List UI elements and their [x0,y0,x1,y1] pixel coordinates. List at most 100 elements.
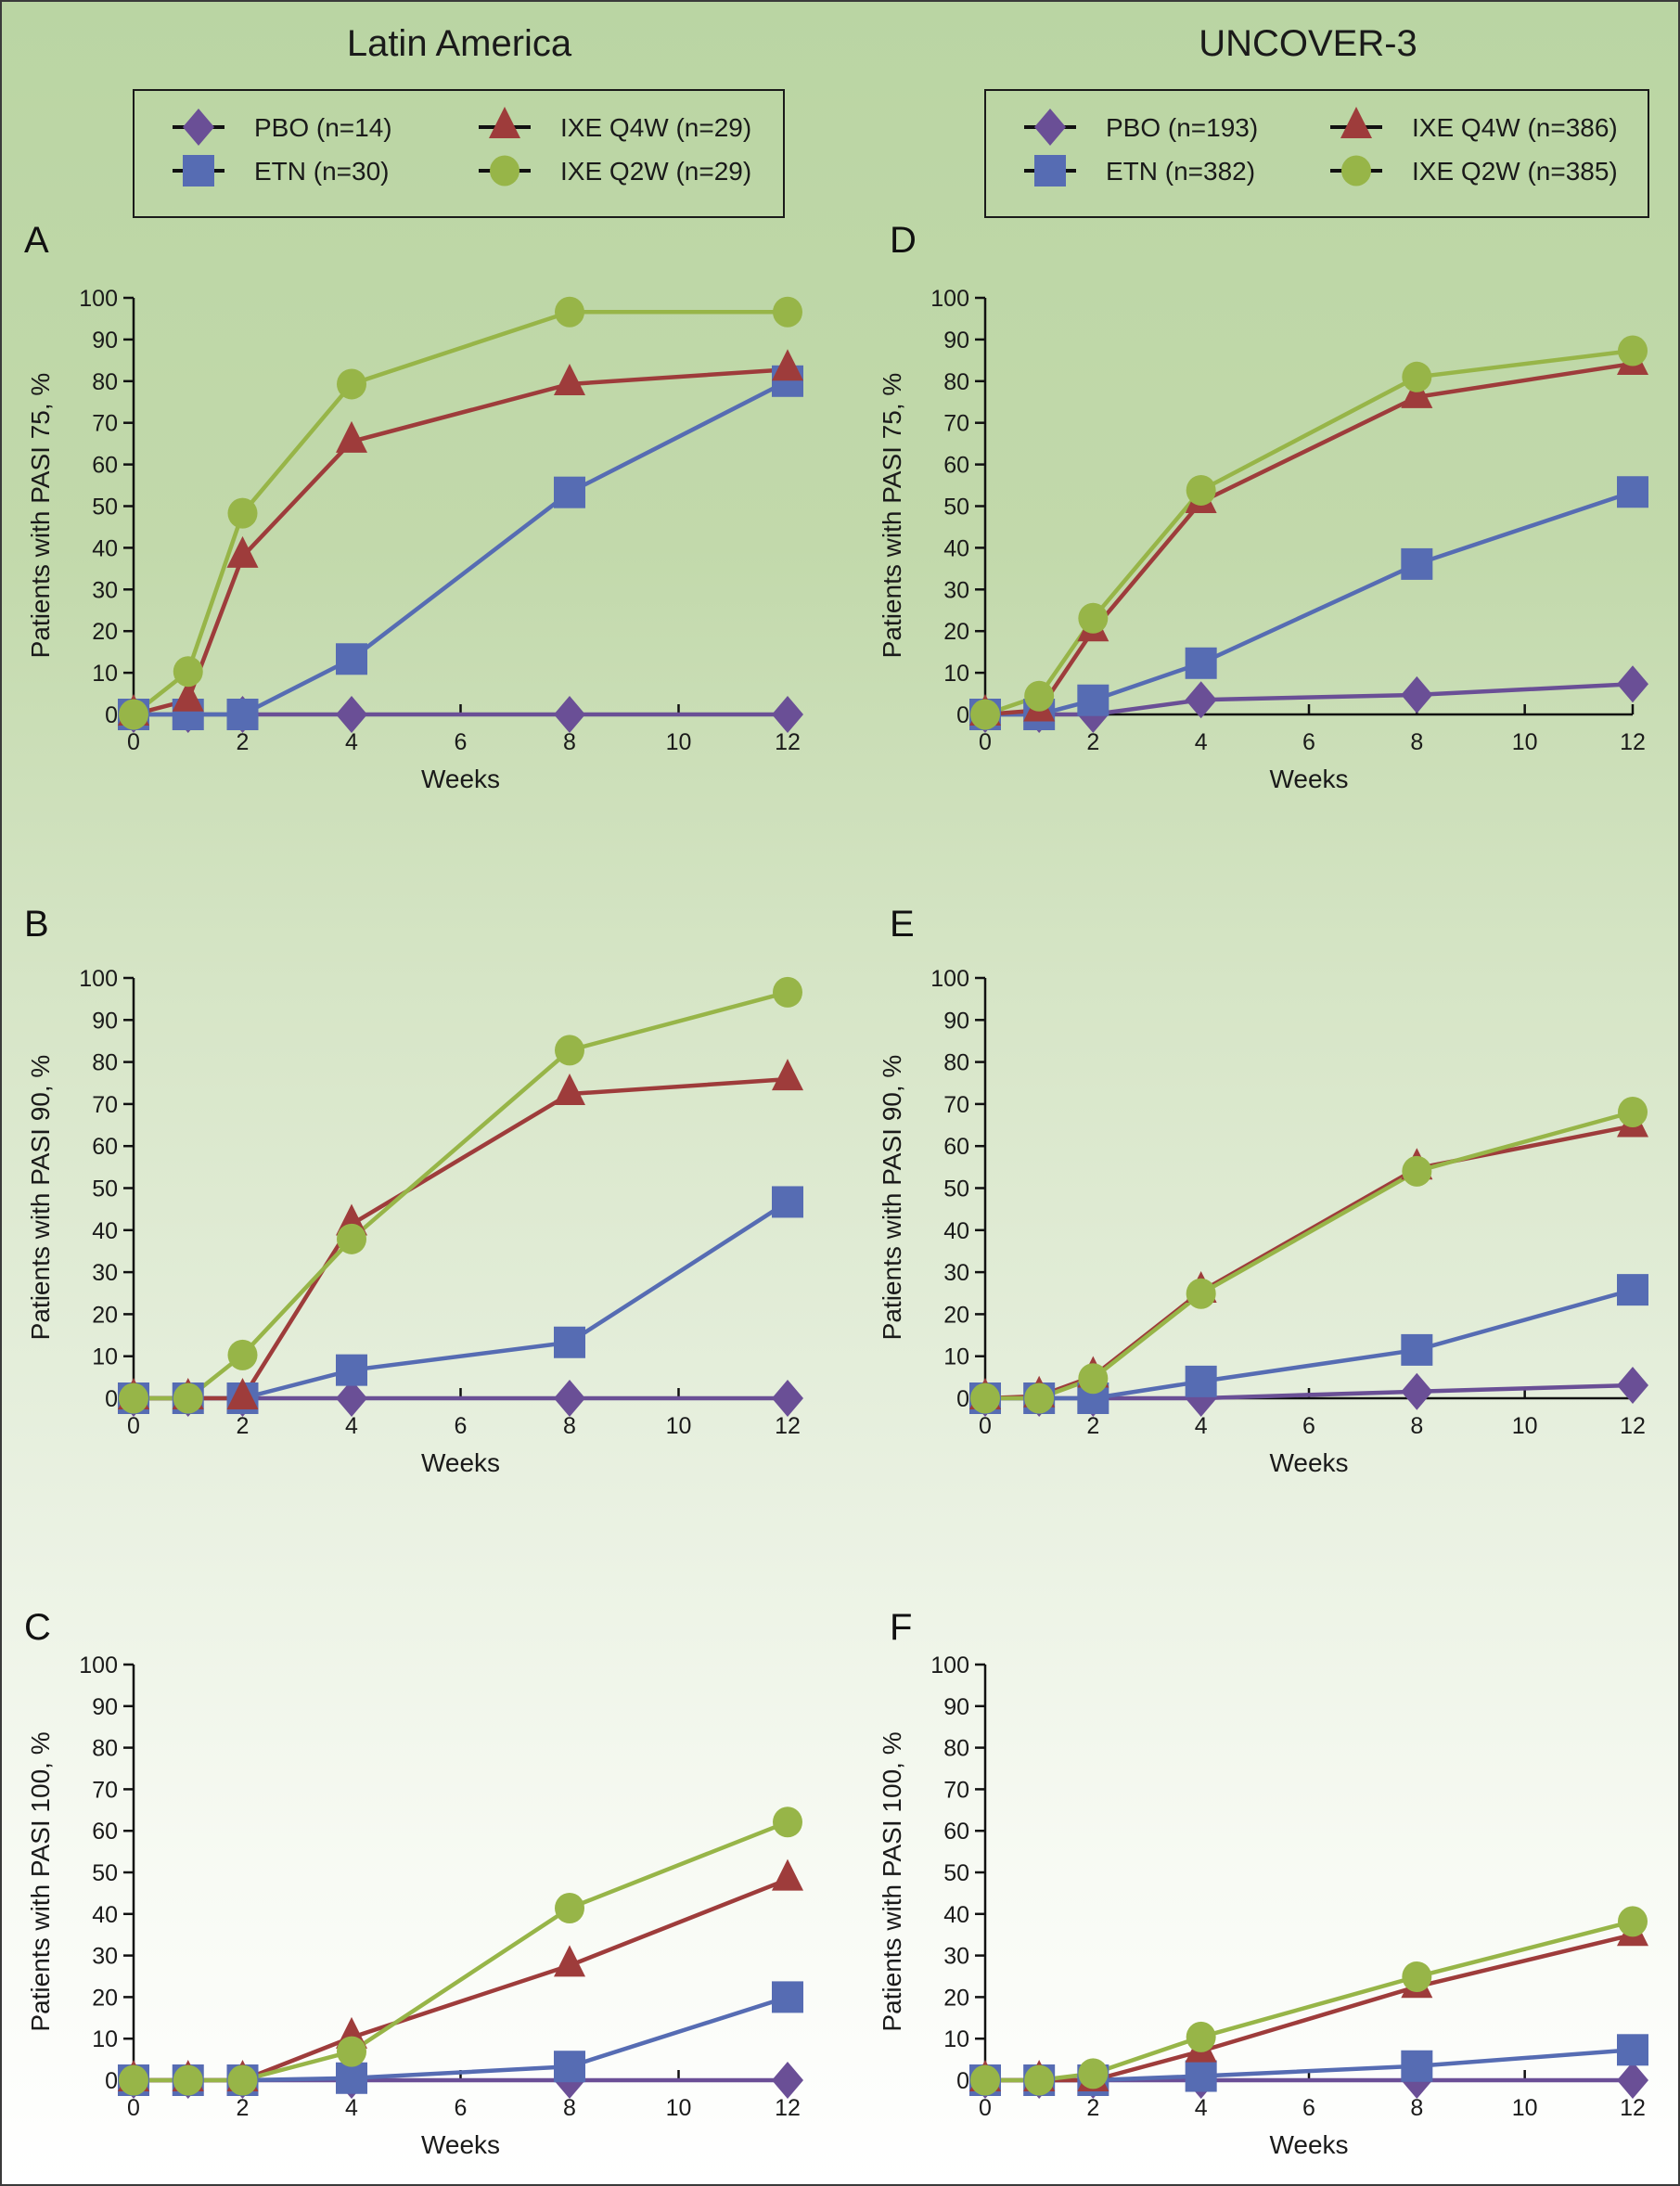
x-axis-title: Weeks [421,765,500,793]
legend-item-ixe-q2w: IXE Q2W (n=29) [479,155,751,186]
legend-label: IXE Q4W (n=29) [560,113,751,142]
y-tick-label: 40 [943,1902,969,1928]
data-point-ixe-q2w [1078,1363,1109,1395]
data-point-ixe-q4w [226,1378,259,1409]
data-point-ixe-q2w [1078,2058,1109,2090]
data-point-ixe-q4w [226,535,259,568]
y-tick-label: 10 [943,2026,969,2052]
data-point-etn [1617,2034,1648,2066]
y-tick-label: 90 [943,328,969,354]
data-point-etn [1185,2060,1217,2092]
x-tick-label: 10 [1512,2095,1538,2121]
data-point-ixe-q2w [173,2064,203,2096]
data-point-ixe-q2w [1402,1155,1432,1187]
markers-ixe-q4w [118,349,803,726]
y-tick-label: 20 [943,1302,969,1328]
data-point-pbo [772,1380,803,1417]
data-point-ixe-q2w [970,2064,1000,2096]
y-tick-label: 60 [943,1134,969,1160]
y-tick-label: 10 [943,661,969,687]
data-point-etn [336,2062,367,2094]
data-point-pbo [554,696,585,733]
data-point-ixe-q2w [1402,361,1432,392]
data-point-pbo [554,1380,585,1417]
data-point-ixe-q2w [773,976,802,1008]
line-ixe-q2w [134,990,789,1401]
y-tick-label: 80 [92,1736,118,1762]
y-tick-label: 100 [79,1652,118,1678]
y-tick-label: 80 [943,1050,969,1076]
data-point-ixe-q2w [1618,335,1648,366]
y-tick-label: 30 [943,1260,969,1286]
y-tick-label: 20 [943,1985,969,2011]
y-tick-label: 70 [92,411,118,437]
diamond-marker-icon [1034,109,1066,146]
x-tick-label: 12 [775,729,801,755]
square-marker-icon [183,155,214,186]
y-tick-label: 80 [943,369,969,395]
panel-b: B 0 10 20 30 40 50 60 70 80 90 100 0 2 4 6 8 10 12 Weeks Pat… [24,904,803,1477]
y-tick-label: 90 [943,1008,969,1034]
data-point-etn [336,643,367,675]
series-ixe-q2w [984,348,1634,717]
data-point-etn [1077,684,1109,716]
data-point-pbo [1617,665,1648,703]
data-point-ixe-q2w [1618,1097,1648,1128]
y-axis-title: Patients with PASI 75, % [878,373,906,659]
data-point-pbo [1617,1366,1648,1404]
legend-label: IXE Q2W (n=29) [560,157,751,186]
data-point-ixe-q2w [1618,1906,1648,1937]
y-tick-label: 50 [943,1860,969,1886]
y-tick-label: 30 [92,577,118,603]
data-point-ixe-q4w [772,1059,803,1091]
x-tick-label: 2 [1086,1413,1099,1439]
markers-ixe-q2w [119,296,802,730]
x-tick-label: 6 [1302,2095,1315,2121]
legend-item-pbo: PBO (n=14) [173,109,392,146]
x-tick-label: 0 [127,729,140,755]
panel-label: B [24,904,49,945]
x-axis-title: Weeks [421,1448,500,1477]
y-tick-label: 50 [92,1860,118,1886]
y-axis-title: Patients with PASI 90, % [878,1055,906,1341]
y-tick-label: 10 [92,1344,118,1370]
data-point-ixe-q2w [773,296,802,328]
data-point-etn [1617,1274,1648,1306]
legend-label: PBO (n=193) [1106,113,1258,142]
x-tick-label: 2 [237,729,250,755]
data-point-ixe-q2w [1024,2064,1055,2096]
legend-item-ixe-q4w: IXE Q4W (n=29) [479,107,751,142]
data-point-ixe-q2w [173,1382,203,1414]
x-tick-label: 4 [345,2095,358,2121]
data-point-etn [1401,1333,1433,1366]
x-tick-label: 6 [455,2095,468,2121]
y-tick-label: 100 [930,1652,969,1678]
y-tick-label: 100 [79,966,118,992]
y-axis: 0 10 20 30 40 50 60 70 80 90 100 [930,966,987,1412]
y-tick-label: 70 [943,411,969,437]
x-tick-label: 4 [1195,1413,1208,1439]
x-tick-label: 4 [345,1413,358,1439]
y-tick-label: 70 [92,1092,118,1118]
data-point-etn [772,1981,803,2013]
markers-etn [969,2034,1648,2096]
y-tick-label: 50 [943,1177,969,1202]
data-point-ixe-q2w [227,2064,258,2096]
y-tick-label: 60 [943,1819,969,1845]
y-tick-label: 0 [105,702,118,728]
data-point-ixe-q2w [1186,2021,1216,2052]
x-tick-label: 6 [455,1413,468,1439]
legend-latin-america: PBO (n=14) ETN (n=30) IXE Q4W (n=29) IXE Q2… [133,89,785,218]
x-tick-label: 6 [455,729,468,755]
y-tick-label: 30 [943,577,969,603]
triangle-marker-icon [489,107,520,138]
y-tick-label: 60 [92,1134,118,1160]
x-tick-label: 8 [563,1413,576,1439]
legend-item-pbo: PBO (n=193) [1024,109,1258,146]
circle-marker-icon [490,155,519,186]
data-point-ixe-q2w [1186,1278,1216,1309]
data-point-ixe-q2w [1078,602,1109,634]
y-axis: 0 10 20 30 40 50 60 70 80 90 100 [79,966,135,1412]
column-title-uncover-3: UNCOVER-3 [1199,23,1417,64]
square-marker-icon [1034,155,1066,186]
